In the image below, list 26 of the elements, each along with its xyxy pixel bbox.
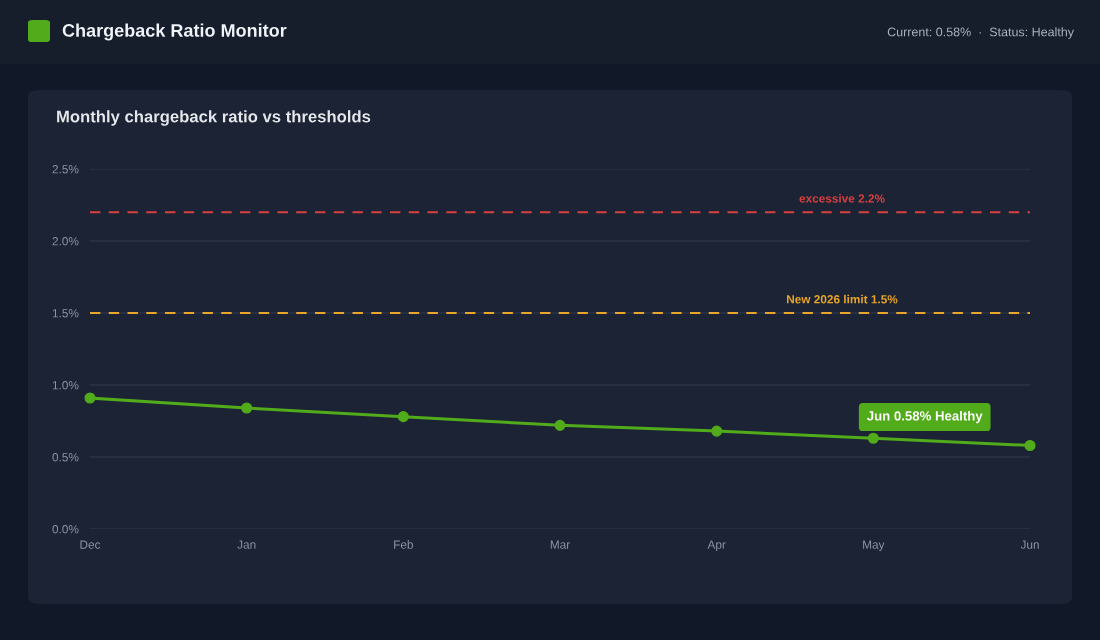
chart-title: Chargeback Ratio Monitor	[62, 23, 287, 41]
point	[241, 402, 253, 414]
x-tick-label: Jun	[1020, 540, 1039, 549]
point	[554, 419, 566, 431]
annotation: Jun 0.58% Healthy	[866, 410, 983, 424]
y-tick-label: 0.0%	[52, 525, 79, 534]
x-tick-label: Apr	[707, 540, 726, 552]
text: Current: 0.58% · Status: Healthy	[887, 27, 1074, 39]
y-tick-label: 0.5%	[52, 453, 79, 462]
ref-line-label: excessive 2.2%	[799, 193, 885, 203]
chart-subtitle: Monthly chargeback ratio vs thresholds	[57, 110, 371, 126]
y-tick-label: 2.0%	[52, 237, 79, 246]
ref-line-label: New 2026 limit 1.5%	[787, 294, 898, 304]
point	[397, 411, 409, 423]
x-tick-label: Feb	[394, 540, 414, 549]
point	[1024, 439, 1036, 452]
y-tick-label: 1.5%	[52, 309, 79, 318]
y-tick-label: 1.0%	[52, 381, 79, 390]
x-tick-label: Jan	[237, 540, 256, 549]
y-tick-label: 2.5%	[52, 165, 79, 174]
point	[84, 392, 96, 404]
point	[711, 425, 723, 437]
point	[867, 432, 879, 444]
x-tick-label: May	[863, 540, 885, 552]
x-tick-label: Dec	[80, 540, 101, 549]
x-tick-label: Mar	[550, 540, 570, 549]
